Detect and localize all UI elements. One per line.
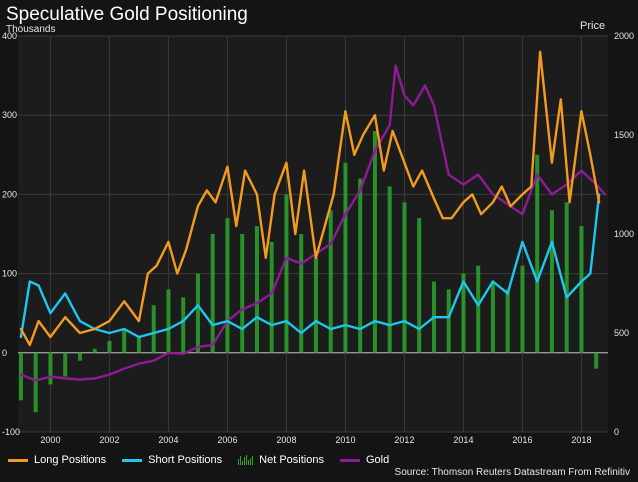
net-bar-25 [387,186,392,353]
net-bar-12 [195,273,200,353]
legend-label-long: Long Positions [34,454,107,466]
y-left-tick-300: 300 [2,110,17,120]
legend-item-short: Short Positions [122,454,222,466]
x-tick-2018: 2018 [571,435,591,445]
series-line-short-positions [19,193,601,339]
net-bar-34 [520,265,525,353]
net-bar-15 [240,234,245,353]
legend-swatch-net [238,455,254,465]
net-bar-13 [210,234,215,353]
net-bar-9 [151,305,156,353]
net-bar-24 [372,131,377,353]
y-right-tick-2000: 2000 [614,31,634,41]
net-bar-17 [269,241,274,353]
net-bar-2 [48,352,53,385]
x-tick-2006: 2006 [217,435,237,445]
net-bar-38 [579,226,584,353]
x-tick-2000: 2000 [40,435,60,445]
legend-item-long: Long Positions [8,454,106,466]
y-left-tick-0: 0 [2,348,7,358]
axis-ticks: -100 0 100 200 300 400 0 500 1000 1500 2000 2000 200… [2,31,634,445]
net-bar-19 [299,234,304,353]
net-bar-39 [594,352,599,369]
legend-swatch-gold [339,458,360,462]
x-tick-2004: 2004 [158,435,178,445]
net-bar-30 [461,273,466,353]
y-left-tick--100: -100 [2,427,20,437]
net-bar-14 [225,218,230,353]
net-positions-bars [18,131,599,413]
x-tick-2010: 2010 [335,435,355,445]
net-bar-10 [166,289,171,353]
y-right-axis-unit: Price [580,20,606,32]
net-bar-5 [92,348,97,353]
series-lines [19,50,607,382]
net-bar-21 [328,210,333,353]
y-left-axis-unit: Thousands [6,24,56,35]
net-bar-0 [18,352,23,401]
y-right-tick-0: 0 [614,427,619,437]
net-bar-11 [181,297,186,353]
net-bar-20 [313,257,318,353]
source-note: Source: Thomson Reuters Datastream From … [394,467,630,478]
net-bar-1 [33,352,38,413]
net-bar-37 [564,202,569,353]
net-bar-29 [446,289,451,353]
net-bar-8 [136,336,141,353]
net-bar-22 [343,162,348,353]
net-bar-4 [77,352,82,361]
x-tick-2016: 2016 [512,435,532,445]
legend: Long Positions Short Positions Net Posit… [8,454,405,466]
x-tick-2014: 2014 [453,435,473,445]
y-right-tick-1500: 1500 [614,130,634,140]
legend-swatch-long [8,458,28,462]
net-bar-35 [535,154,540,353]
net-bar-32 [490,281,495,353]
net-bar-18 [284,194,289,353]
x-tick-2008: 2008 [276,435,296,445]
y-left-tick-100: 100 [2,269,17,279]
y-left-tick-200: 200 [2,189,17,199]
legend-swatch-short [122,458,143,462]
net-bar-3 [63,352,68,377]
series-line-gold [19,64,607,382]
net-bar-36 [549,210,554,353]
net-bar-31 [476,265,481,353]
chart-title: Speculative Gold Positioning [6,4,248,25]
legend-label-gold: Gold [365,454,390,466]
legend-item-gold: Gold [339,454,390,466]
legend-label-short: Short Positions [148,454,223,466]
y-left-tick-400: 400 [2,31,17,41]
net-bar-27 [417,218,422,353]
net-bar-26 [402,202,407,353]
net-bar-6 [107,340,112,353]
x-tick-2002: 2002 [99,435,119,445]
net-bar-23 [358,178,363,353]
net-bar-7 [122,329,127,353]
net-bar-33 [505,289,510,353]
legend-item-net: Net Positions [238,454,324,466]
x-tick-2012: 2012 [394,435,414,445]
y-right-tick-1000: 1000 [614,229,634,239]
net-bar-16 [254,226,259,353]
series-line-long-positions [19,50,601,347]
y-right-tick-500: 500 [614,328,629,338]
legend-label-net: Net Positions [259,454,324,466]
